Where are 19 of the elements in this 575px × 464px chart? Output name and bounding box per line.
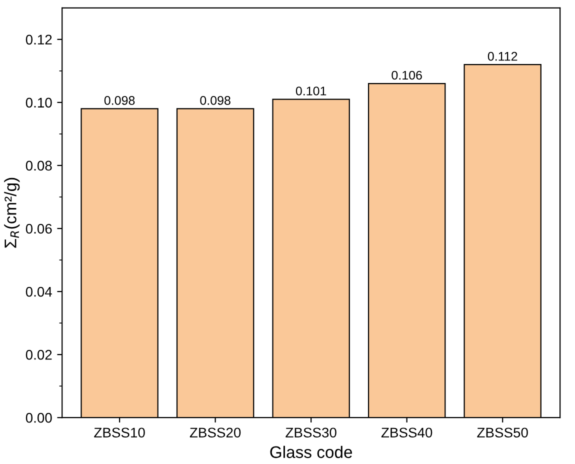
data-label: 0.098 bbox=[200, 96, 230, 105]
y-tick-label: 0.06 bbox=[26, 224, 52, 234]
y-tick-label: 0.00 bbox=[26, 412, 52, 423]
x-tick-label: ZBSS10 bbox=[94, 428, 145, 438]
data-label: 0.098 bbox=[104, 96, 135, 105]
y-tick-label: 0.04 bbox=[26, 286, 52, 297]
x-tick-label: ZBSS50 bbox=[477, 428, 528, 438]
y-tick-label: 0.10 bbox=[26, 98, 52, 108]
x-tick-label: ZBSS20 bbox=[190, 428, 241, 438]
data-label: 0.106 bbox=[392, 70, 422, 80]
x-axis-title: Glass code bbox=[270, 446, 352, 458]
y-tick-label: 0.02 bbox=[26, 350, 52, 360]
data-label: 0.112 bbox=[488, 52, 518, 61]
data-label: 0.101 bbox=[296, 86, 326, 96]
x-tick-label: ZBSS40 bbox=[381, 428, 432, 438]
x-tick-label: ZBSS30 bbox=[286, 428, 336, 438]
y-tick-label: 0.12 bbox=[26, 34, 52, 45]
y-axis-title: Σ$_{R}$(cm²/g) bbox=[4, 178, 20, 248]
y-tick-label: 0.08 bbox=[26, 160, 52, 171]
